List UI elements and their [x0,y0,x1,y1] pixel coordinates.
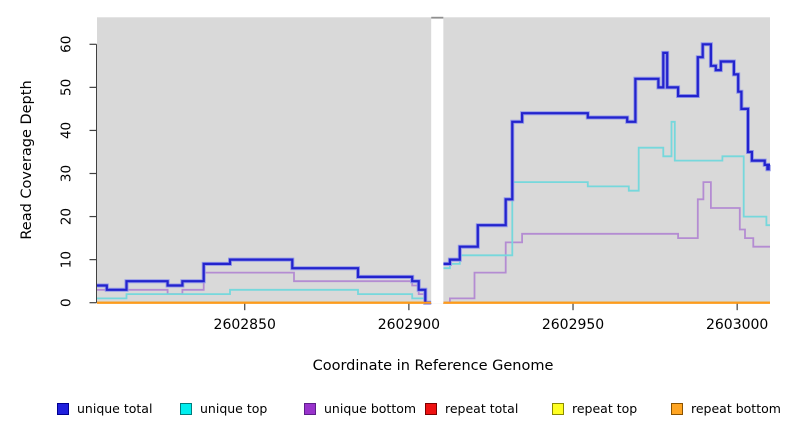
x-axis-title: Coordinate in Reference Genome [312,358,554,374]
series-line-unique-total [97,258,432,304]
x-tick-label: 2602850 [214,317,276,333]
series-line-unique-bottom [443,181,770,304]
series-line-unique-top [443,120,770,270]
y-tick-label: 40 [59,122,75,139]
y-tick-label: 0 [59,298,75,307]
y-tick-label: 50 [59,79,75,96]
x-tick-label: 2602950 [542,317,604,333]
y-tick-label: 60 [59,36,75,53]
y-tick-label: 30 [59,165,75,182]
x-tick-label: 2602900 [378,317,440,333]
coverage-gap [431,16,444,304]
y-tick-label: 20 [59,208,75,225]
coverage-gap-top-edge [431,16,444,19]
y-axis-title: Read Coverage Depth [19,80,35,240]
x-tick-label: 2603000 [706,317,768,333]
y-tick-label: 10 [59,251,75,268]
series-line-unique-total [443,43,770,265]
